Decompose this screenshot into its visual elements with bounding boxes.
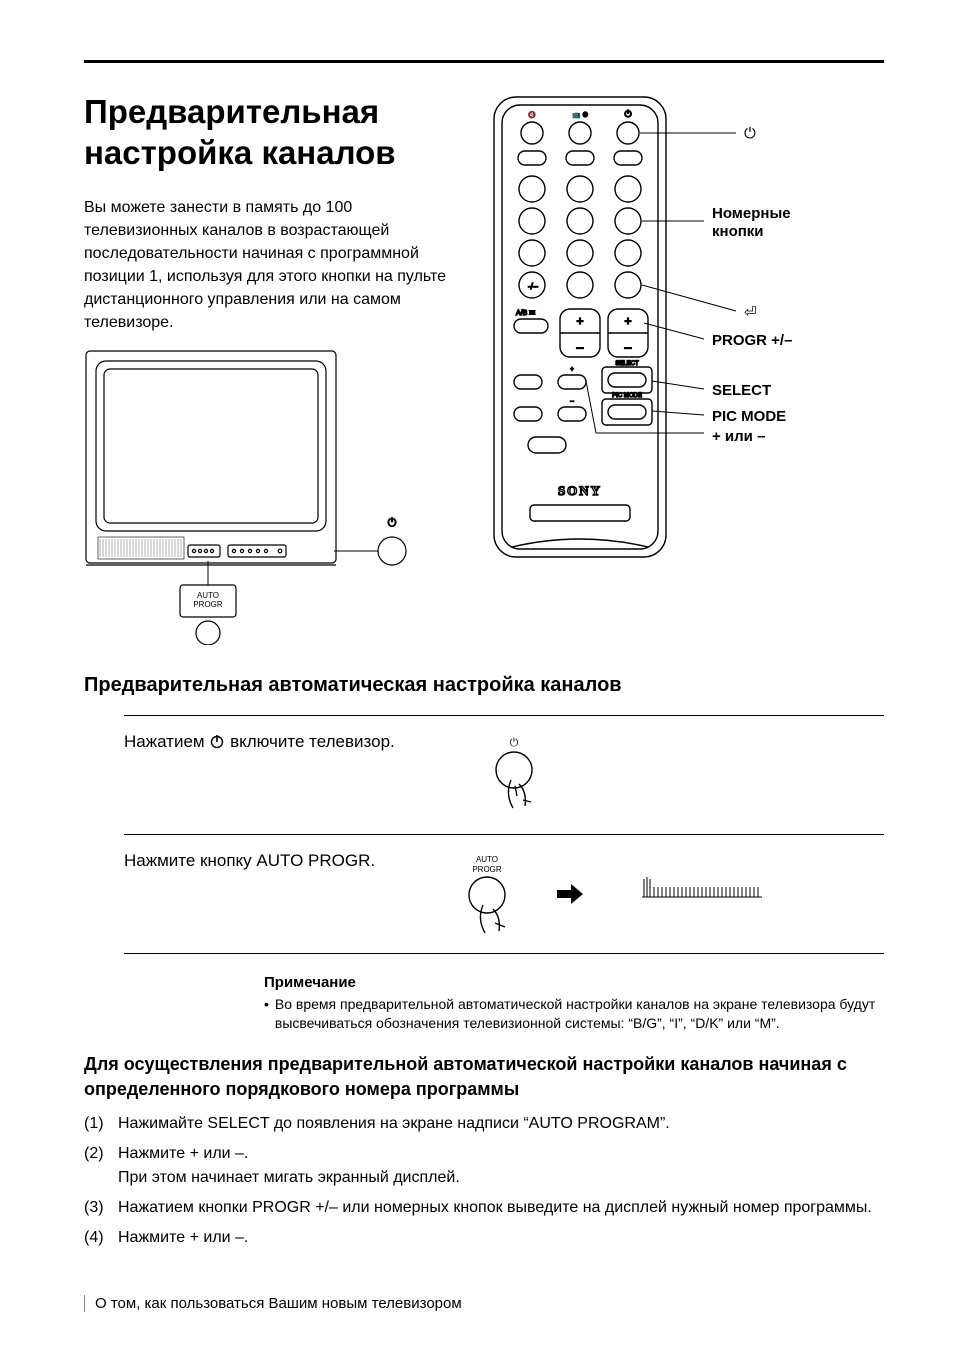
svg-text:+: + [624,314,631,328]
tv-svg: ⏻ AUTO PROGR [84,345,424,645]
step-row-1: Нажатием включите телевизор. ⏻ [124,716,884,835]
step1-after: включите телевизор. [225,732,394,751]
svg-text:PROGR: PROGR [472,865,502,874]
step2-text: Нажмите кнопку AUTO PROGR. [124,849,414,873]
manual-step-3-text: Нажатием кнопки PROGR +/– или номерных к… [118,1196,872,1220]
power-icon [209,733,225,749]
tv-diagram: ⏻ AUTO PROGR [84,345,464,650]
remote-diagram-block: 🔇 📺 ⏲ ⏻ -/-- + – + [484,91,894,571]
svg-text:PROGR +/–: PROGR +/– [712,332,792,349]
svg-text:Номерные: Номерные [712,205,791,222]
svg-text:A/B ✉: A/B ✉ [516,310,535,317]
bullet-icon: • [264,995,269,1034]
svg-text:SELECT: SELECT [615,361,639,367]
svg-text:📺 ⏲: 📺 ⏲ [572,111,589,119]
svg-text:⏎: ⏎ [744,304,757,321]
svg-text:⏻: ⏻ [624,109,631,119]
step-row-2: Нажмите кнопку AUTO PROGR. AUTO PROGR [124,835,884,954]
svg-text:⏻: ⏻ [744,125,756,142]
step1-illustration: ⏻ [414,730,614,820]
svg-text:–: – [577,340,584,354]
steps-table: Нажатием включите телевизор. ⏻ Нажмите к… [124,715,884,954]
svg-text:AUTO: AUTO [197,591,219,600]
note-text: Во время предварительной автоматической … [275,995,884,1034]
svg-text:SONY: SONY [558,483,602,498]
svg-text:🔇: 🔇 [528,110,537,119]
page-title: Предварительная настройка каналов [84,91,464,174]
manual-step-4-text: Нажмите + или –. [118,1226,248,1250]
step1-before: Нажатием [124,732,209,751]
svg-text:PIC MODE: PIC MODE [612,393,642,399]
footer-text: О том, как пользоваться Вашим новым теле… [95,1295,462,1312]
manual-step-2-text: Нажмите + или –. При этом начинает мигат… [118,1142,460,1190]
manual-step-2: (2)Нажмите + или –. При этом начинает ми… [84,1142,884,1190]
step2-illustration: AUTO PROGR [414,849,614,939]
step2-result [614,849,884,913]
svg-text:-/--: -/-- [528,282,539,291]
manual-step-1: (1)Нажимайте SELECT до появления на экра… [84,1112,884,1136]
manual-step-3: (3)Нажатием кнопки PROGR +/– или номерны… [84,1196,884,1220]
svg-text:PROGR: PROGR [193,600,223,609]
note-body: • Во время предварительной автоматическо… [264,995,884,1034]
remote-svg: 🔇 📺 ⏲ ⏻ -/-- + – + [484,91,894,571]
svg-text:⏻: ⏻ [510,737,519,749]
header-row: Предварительная настройка каналов Вы мож… [84,91,884,650]
svg-text:+: + [576,314,583,328]
arrow-right-icon [555,882,585,906]
auto-heading: Предварительная автоматическая настройка… [84,674,884,697]
svg-text:+ или –: + или – [712,428,765,445]
svg-text:AUTO: AUTO [476,855,498,864]
top-rule [84,60,884,63]
title-block: Предварительная настройка каналов Вы мож… [84,91,464,650]
note-block: Примечание • Во время предварительной ав… [264,974,884,1034]
svg-text:PIC MODE: PIC MODE [712,408,786,425]
svg-text:SELECT: SELECT [712,382,771,399]
svg-text:кнопки: кнопки [712,223,764,240]
manual-steps: (1)Нажимайте SELECT до появления на экра… [84,1112,884,1250]
note-title: Примечание [264,974,884,991]
footer: О том, как пользоваться Вашим новым теле… [84,1295,884,1312]
step1-result [614,730,884,734]
manual-step-4: (4)Нажмите + или –. [84,1226,884,1250]
svg-text:⏻: ⏻ [388,517,397,529]
svg-text:–: – [625,340,632,354]
intro-paragraph: Вы можете занести в память до 100 телеви… [84,196,464,335]
svg-text:+: + [570,367,574,373]
manual-heading: Для осуществления предварительной автома… [84,1052,884,1102]
manual-step-1-text: Нажимайте SELECT до появления на экране … [118,1112,670,1136]
step1-text: Нажатием включите телевизор. [124,730,414,754]
